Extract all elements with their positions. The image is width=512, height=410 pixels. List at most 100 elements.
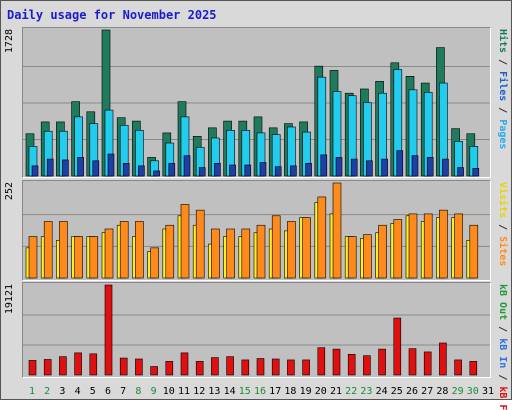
pages-bar [274, 166, 282, 177]
kbf-bar [43, 359, 52, 376]
day-label: 20 [315, 386, 327, 397]
bottom-legend: kB Out / kB In / kB F [497, 284, 508, 410]
day-label: 31 [482, 386, 494, 397]
pages-bar [411, 155, 419, 177]
pages-bar [472, 168, 480, 177]
day-label: 2 [44, 386, 50, 397]
kbf-bar [150, 366, 158, 376]
pages-bar [426, 157, 434, 177]
kbf-bar [271, 358, 280, 376]
kbf-bar [332, 348, 341, 376]
day-label: 28 [436, 386, 448, 397]
pages-bar [122, 163, 130, 177]
day-label: 3 [59, 386, 65, 397]
sites-bar [408, 213, 418, 279]
kbf-bar [241, 359, 250, 376]
pages-bar [290, 165, 297, 177]
sites-bar [119, 221, 129, 279]
top-legend: Hits / Files / Pages [497, 29, 508, 149]
middle-legend-item-1: / [497, 218, 508, 237]
sites-bar [347, 236, 357, 279]
middle-legend: Visits / Sites [497, 182, 508, 266]
kbf-bar [119, 357, 128, 376]
kbf-bar [195, 361, 204, 376]
bottom-legend-item-1: / [497, 320, 508, 339]
kbf-bar [59, 356, 67, 376]
pages-bar [153, 170, 160, 177]
pages-bar [138, 165, 145, 177]
kbf-bar [408, 348, 417, 376]
pages-bar [46, 158, 54, 177]
pages-bar [244, 164, 252, 177]
sites-bar [28, 236, 38, 279]
sites-bar [135, 221, 144, 279]
usage-chart: 1 2 3 4 5 6 7 8 9 10 11 12 13 14 15 16 17 18 19 20 21 22 23 24 2… [23, 29, 494, 397]
sites-bar [43, 221, 53, 279]
day-label: 30 [467, 386, 479, 397]
sites-bar [332, 182, 342, 279]
kbf-bar [347, 353, 356, 376]
kbf-bar [439, 342, 447, 376]
kbf-bar [469, 361, 478, 376]
top-legend-item-2: Files [497, 71, 508, 102]
top-legend-item-1: / [497, 53, 508, 72]
sites-bar [74, 236, 83, 279]
kbf-bar [302, 359, 310, 376]
kbf-bar [180, 352, 189, 376]
kbf-bar [165, 361, 174, 376]
top-legend-item-3: / [497, 101, 508, 120]
page-title: Daily usage for November 2025 [7, 8, 217, 22]
sites-bar [423, 213, 433, 279]
pages-bar [396, 150, 404, 177]
sites-bar [211, 228, 220, 279]
sites-bar [241, 228, 251, 279]
sites-bar [150, 247, 159, 279]
kbf-bar [211, 357, 219, 376]
sites-bar [256, 224, 266, 279]
pages-bar [77, 157, 84, 177]
sites-bar [104, 228, 114, 279]
sites-bar [165, 224, 175, 279]
pages-bar [62, 159, 69, 177]
day-label: 25 [391, 386, 403, 397]
day-label: 27 [421, 386, 433, 397]
pages-bar [198, 167, 206, 177]
kbf-bar [226, 356, 234, 376]
sites-bar [454, 213, 463, 279]
kbf-bar [423, 351, 432, 376]
sites-bar [180, 204, 190, 279]
day-label: 23 [360, 386, 372, 397]
day-label: 21 [330, 386, 342, 397]
pages-bar [381, 158, 388, 177]
day-label: 22 [345, 386, 357, 397]
day-label: 12 [193, 386, 205, 397]
bottom-legend-item-2: kB In [497, 338, 508, 369]
middle-legend-item-2: Sites [497, 236, 508, 267]
sites-bar [378, 224, 387, 279]
pages-bar [350, 158, 358, 177]
day-label: 5 [90, 386, 96, 397]
pages-bar [305, 163, 312, 177]
day-label: 9 [151, 386, 157, 397]
kbf-bar [393, 317, 402, 376]
day-label: 1 [29, 386, 35, 397]
middle-legend-item-0: Visits [497, 182, 508, 219]
sites-bar [393, 219, 403, 279]
pages-bar [320, 154, 328, 177]
day-label: 26 [406, 386, 418, 397]
pages-bar [183, 155, 191, 177]
day-label: 15 [239, 386, 251, 397]
kbf-bar [74, 352, 82, 376]
pages-bar [457, 167, 464, 177]
bottom-legend-item-3: / [497, 368, 508, 387]
day-label: 24 [376, 386, 388, 397]
sites-bar [287, 221, 296, 279]
day-label: 7 [120, 386, 126, 397]
pages-bar [92, 160, 100, 177]
kbf-bar [287, 359, 295, 376]
kbf-bar [454, 359, 462, 376]
pages-bar [229, 164, 236, 177]
day-label: 13 [208, 386, 220, 397]
sites-bar [439, 209, 448, 279]
